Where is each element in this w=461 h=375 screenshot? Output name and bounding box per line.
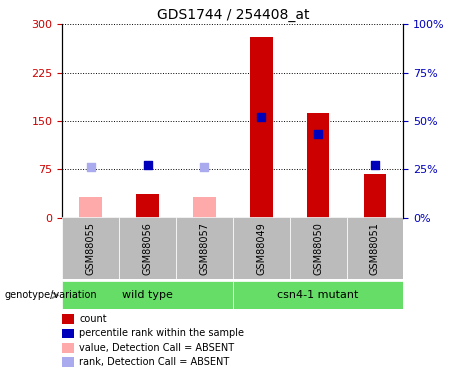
Text: percentile rank within the sample: percentile rank within the sample (79, 328, 244, 339)
Text: GSM88049: GSM88049 (256, 222, 266, 275)
Text: csn4-1 mutant: csn4-1 mutant (278, 290, 359, 300)
Bar (62, 343, 74, 352)
Bar (79, 197, 102, 217)
Point (371, 162, 378, 168)
Bar (62, 217, 119, 279)
Text: GSM88055: GSM88055 (86, 222, 96, 275)
Point (201, 164, 208, 170)
Text: value, Detection Call = ABSENT: value, Detection Call = ABSENT (79, 343, 234, 353)
Bar (193, 197, 216, 217)
Bar (364, 174, 386, 217)
Bar (119, 217, 176, 279)
Point (87, 164, 95, 170)
Bar (62, 314, 74, 324)
Bar (290, 217, 347, 279)
Text: GSM88057: GSM88057 (199, 222, 209, 275)
Point (144, 162, 151, 168)
Bar (307, 112, 330, 218)
Point (314, 132, 322, 138)
Text: GSM88056: GSM88056 (142, 222, 153, 275)
Bar (176, 217, 233, 279)
Title: GDS1744 / 254408_at: GDS1744 / 254408_at (157, 8, 309, 22)
Text: rank, Detection Call = ABSENT: rank, Detection Call = ABSENT (79, 357, 230, 367)
Text: genotype/variation: genotype/variation (5, 290, 97, 300)
Bar (62, 328, 74, 338)
Point (258, 114, 265, 120)
Text: wild type: wild type (122, 290, 173, 300)
Bar (250, 37, 272, 218)
Bar (62, 281, 233, 309)
Bar (136, 194, 159, 217)
Bar (233, 217, 290, 279)
Bar (233, 281, 403, 309)
Text: GSM88051: GSM88051 (370, 222, 380, 275)
Text: GSM88050: GSM88050 (313, 222, 323, 275)
Bar (347, 217, 403, 279)
Bar (62, 357, 74, 367)
Text: count: count (79, 314, 107, 324)
